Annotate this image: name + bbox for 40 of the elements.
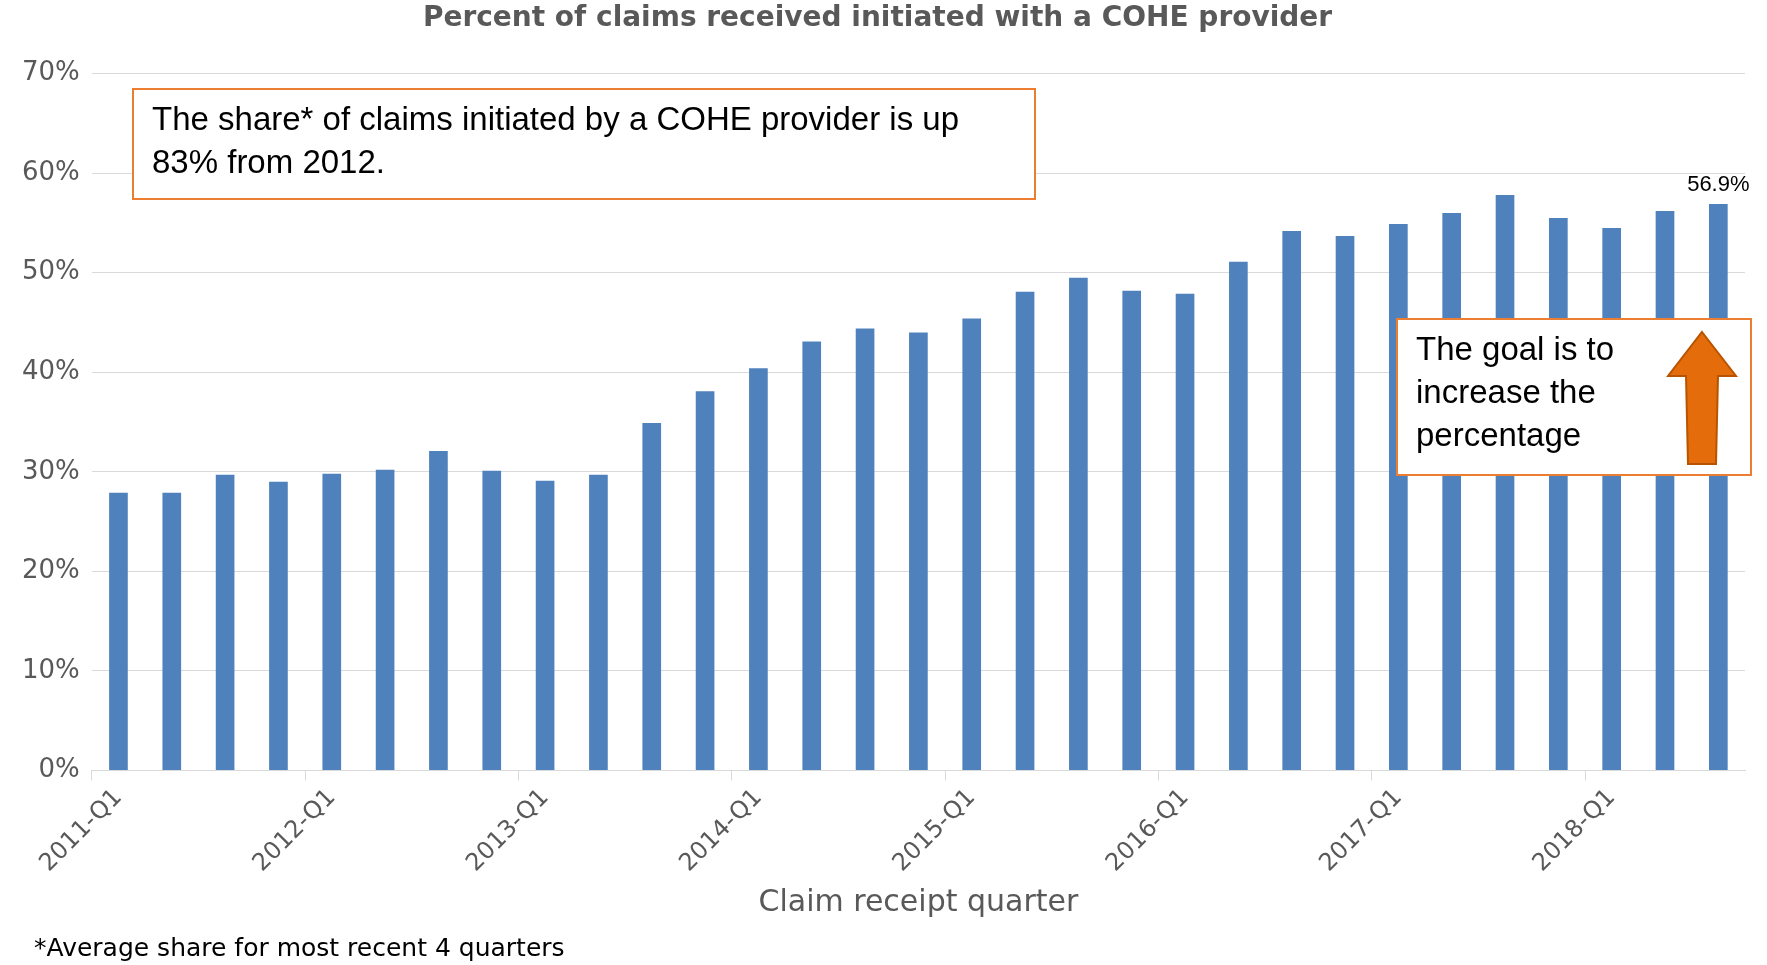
callout-box: The share* of claims initiated by a COHE provider is up 83% from 2012. [132,88,1036,200]
bar [1122,290,1142,771]
annotation: The share* of claims initiated by a COHE provider is up 83% from 2012. [152,99,961,182]
bar [909,332,928,771]
bar [375,469,395,771]
bar [269,481,288,771]
bar [589,474,608,771]
y-tick-label: 10% [21,653,80,684]
bar [535,480,555,771]
y-tick-label: 0% [38,753,80,784]
y-tick-label: 20% [21,554,80,585]
annotation: The goal is to increase the percentage [1416,329,1616,455]
x-axis-title: Claim receipt quarter [758,882,1079,918]
callout-box: The goal is to increase the percentage [1396,318,1752,476]
data-label: 56.9% [1687,171,1750,197]
bar [1015,291,1035,771]
bar [749,368,768,771]
bar [802,341,822,771]
y-tick-label: 30% [21,454,80,485]
bar [1175,293,1195,771]
bar [162,492,182,771]
bar [642,423,662,771]
bar [962,318,982,771]
bar [429,450,448,771]
bar [855,328,875,771]
y-tick-label: 50% [21,255,80,286]
text: *Average share for most recent 4 quarters [34,932,565,964]
bar [215,474,235,771]
bar [482,470,502,771]
bar [109,492,128,771]
y-tick-label: 70% [21,56,80,87]
y-tick-label: 40% [21,355,80,386]
bar [1282,230,1302,771]
y-tick-label: 60% [21,155,80,186]
bar [1335,235,1355,771]
chart-title: Percent of claims received initiated with a COHE provider [422,0,1333,34]
bar [1069,277,1088,771]
bar [322,473,342,771]
bar [695,391,715,771]
bar [1229,261,1248,771]
